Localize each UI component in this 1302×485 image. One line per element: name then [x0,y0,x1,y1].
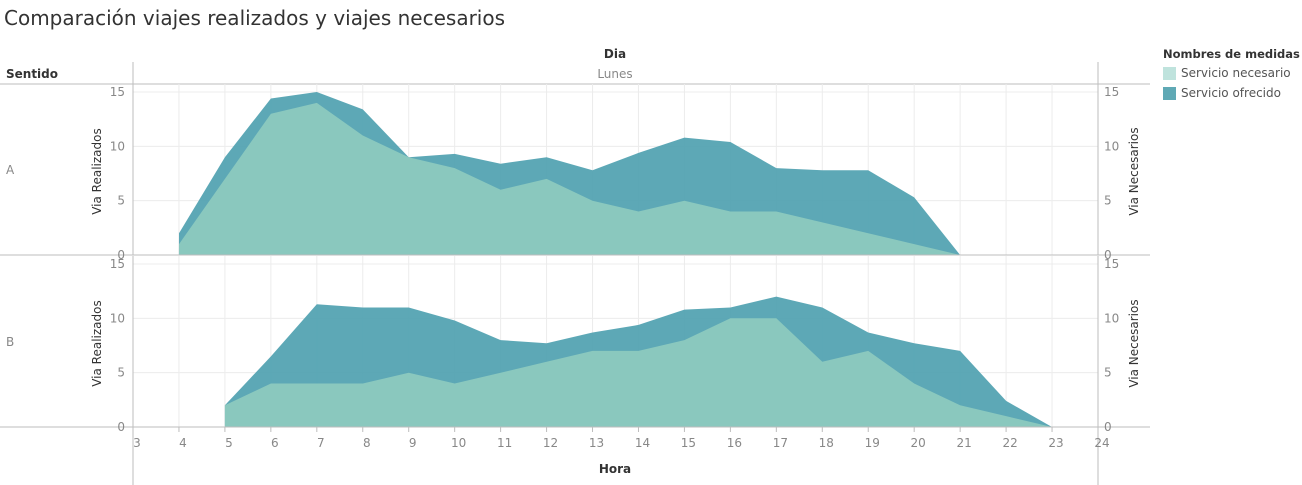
area-necesario-b [224,318,1053,427]
x-tick-label: 15 [681,436,696,450]
x-tick-label: 5 [225,436,233,450]
x-tick-label: 24 [1094,436,1109,450]
x-tick-label: 16 [727,436,742,450]
legend-label-necesario: Servicio necesario [1181,66,1291,80]
y-tick-label-left: 15 [110,85,125,99]
y-tick-label-left: 5 [117,194,125,208]
x-tick-label: 18 [819,436,834,450]
row-label-b: B [6,335,14,349]
y-tick-label-left: 0 [117,420,125,434]
y-axis-title-right: Via Necesarios [1127,299,1141,387]
x-tick-label: 10 [451,436,466,450]
x-tick-label: 21 [957,436,972,450]
chart-title: Comparación viajes realizados y viajes n… [4,6,506,30]
y-tick-label-right: 5 [1104,194,1112,208]
y-tick-label-right: 0 [1104,420,1112,434]
y-tick-label-right: 15 [1104,85,1119,99]
column-field-header: Dia [604,47,626,61]
column-value-header: Lunes [597,67,632,81]
y-axis-title-left: Via Realizados [90,128,104,215]
x-tick-label: 7 [317,436,325,450]
x-tick-label: 23 [1048,436,1063,450]
legend-swatch-necesario [1163,66,1176,80]
x-tick-label: 3 [133,436,141,450]
x-tick-label: 4 [179,436,187,450]
x-tick-label: 22 [1002,436,1017,450]
y-tick-label-right: 5 [1104,366,1112,380]
x-tick-label: 8 [363,436,371,450]
x-tick-label: 11 [497,436,512,450]
plot-layer: 0 0 5 5 10 10 15 15 Via Realizados Via Necesarios… [0,62,1150,485]
y-tick-label-right: 15 [1104,257,1119,271]
y-tick-label-left: 15 [110,257,125,271]
y-tick-label-left: 0 [117,248,125,262]
x-tick-label: 17 [773,436,788,450]
x-axis-title: Hora [599,462,631,476]
row-field-header: Sentido [6,67,58,81]
y-axis-title-left: Via Realizados [90,300,104,387]
y-tick-label-left: 10 [110,311,125,325]
y-axis-title-right: Via Necesarios [1127,127,1141,215]
y-tick-label-right: 10 [1104,311,1119,325]
x-tick-label: 20 [911,436,926,450]
legend-label-ofrecido: Servicio ofrecido [1181,86,1281,100]
legend-swatch-ofrecido [1163,86,1176,100]
row-label-a: A [6,163,15,177]
x-tick-label: 14 [635,436,650,450]
y-tick-label-left: 10 [110,139,125,153]
y-tick-label-left: 5 [117,366,125,380]
legend-item-necesario[interactable]: Servicio necesario [1163,63,1300,83]
x-tick-label: 12 [543,436,558,450]
legend-item-ofrecido[interactable]: Servicio ofrecido [1163,83,1300,103]
x-tick-label: 19 [865,436,880,450]
legend: Nombres de medidas Servicio necesario Se… [1163,47,1300,103]
x-tick-label: 9 [409,436,417,450]
area-necesario-a [178,102,961,256]
x-tick-label: 13 [589,436,604,450]
y-tick-label-right: 10 [1104,139,1119,153]
y-tick-label-right: 0 [1104,248,1112,262]
legend-title: Nombres de medidas [1163,47,1300,61]
x-tick-label: 6 [271,436,279,450]
